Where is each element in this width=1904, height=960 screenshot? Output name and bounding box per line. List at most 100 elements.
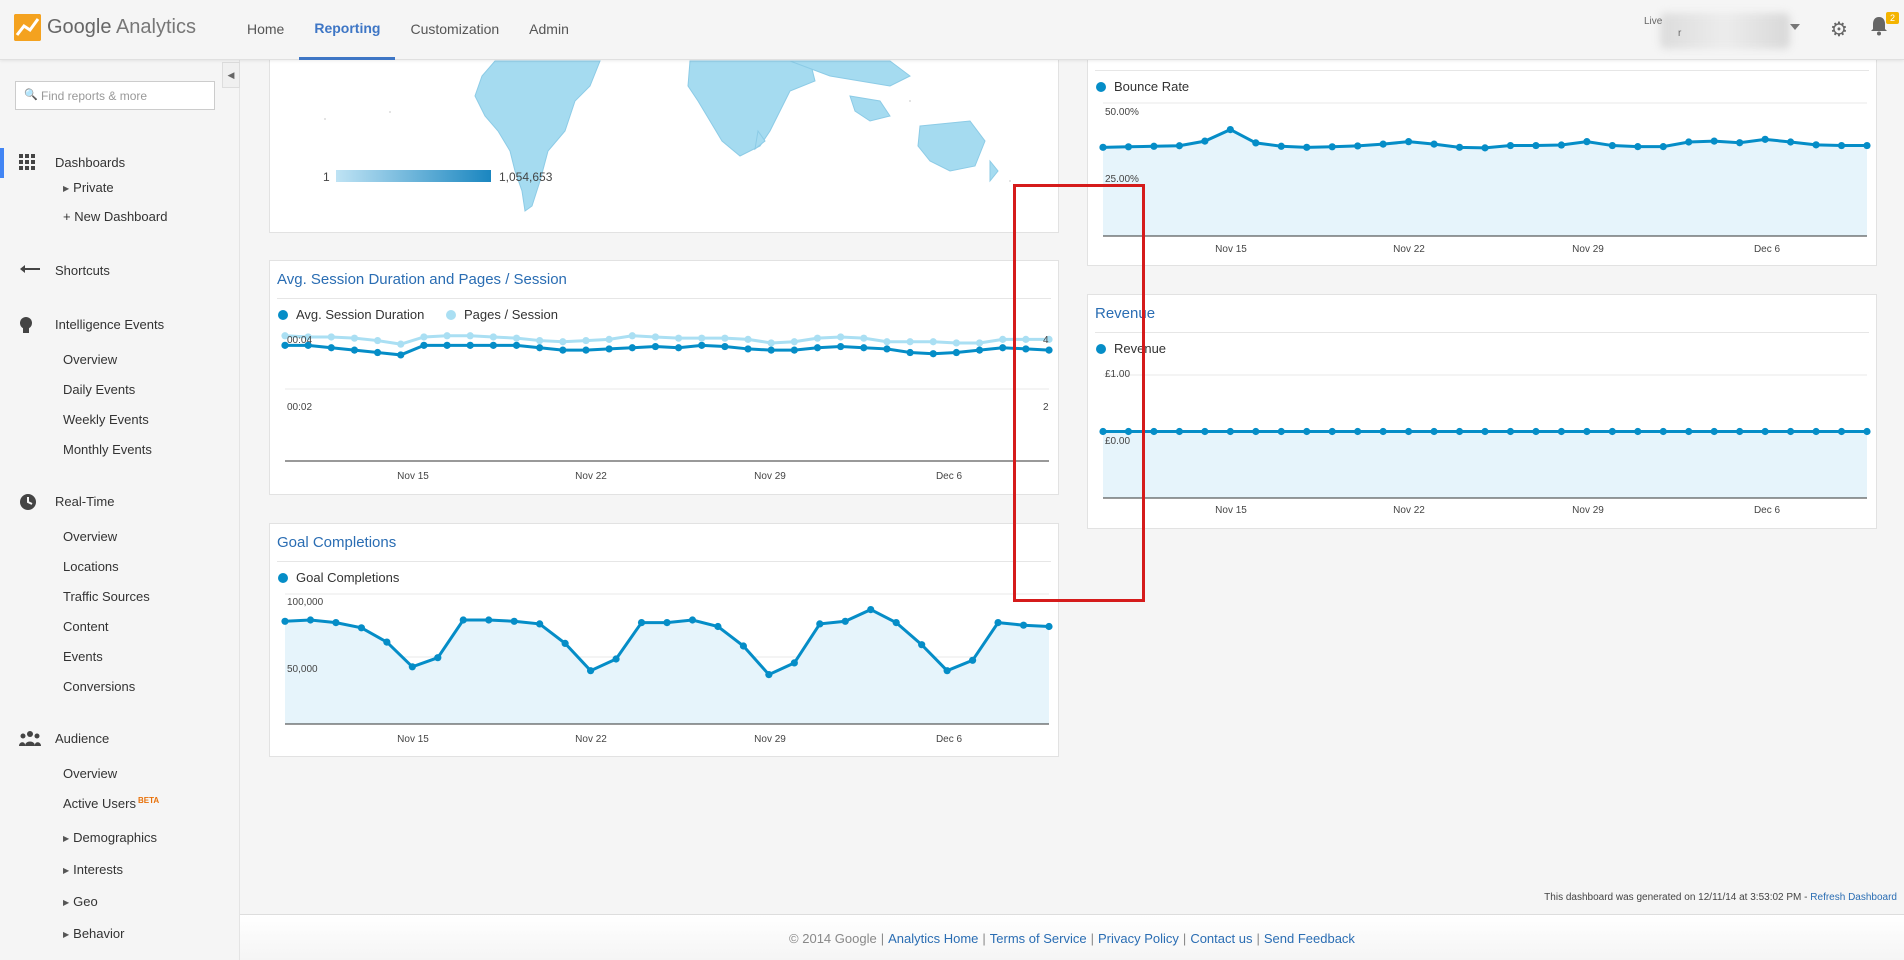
data-point [813, 334, 822, 342]
sidebar-item-audience[interactable]: Audience [0, 724, 240, 754]
sidebar-item-shortcuts[interactable]: Shortcuts [0, 256, 240, 286]
report-search-input[interactable]: 🔍 Find reports & more [15, 81, 215, 110]
data-point [744, 345, 752, 353]
triangle-right-icon: ▶ [63, 184, 70, 193]
session-chart[interactable] [281, 331, 1053, 462]
sidebar-item-behavior[interactable]: ▶ Behavior [63, 926, 125, 941]
sidebar-item-private[interactable]: ▶ Private [63, 180, 114, 195]
beta-badge: BETA [137, 796, 160, 805]
data-point [628, 344, 636, 352]
widget-title[interactable]: Goal Completions [277, 534, 397, 551]
nav-reporting[interactable]: Reporting [299, 0, 396, 60]
data-point [1736, 139, 1744, 147]
data-point [1812, 141, 1820, 149]
series-dot [1096, 343, 1106, 354]
data-point [605, 345, 613, 353]
highlight-box [1013, 184, 1145, 602]
search-icon: 🔍 [24, 89, 38, 101]
data-point [1710, 427, 1718, 436]
data-point [357, 624, 365, 632]
data-point [1736, 427, 1744, 436]
goal-chart[interactable] [281, 593, 1053, 725]
data-point [721, 342, 729, 351]
sidebar-item-rt-overview[interactable]: Overview [63, 529, 118, 544]
sidebar-item-daily-events[interactable]: Daily Events [63, 382, 136, 397]
data-point [559, 338, 567, 346]
sidebar-item-dashboards[interactable]: Dashboards [0, 148, 240, 178]
x-axis-label: Nov 15 [1215, 505, 1247, 516]
sidebar-item-rt-events[interactable]: Events [63, 649, 103, 664]
data-point [332, 619, 340, 627]
data-point [327, 344, 335, 352]
world-map[interactable] [270, 41, 1060, 234]
data-point [698, 341, 706, 349]
legend-item: Goal Completions [278, 570, 399, 585]
x-axis-label: Nov 29 [754, 471, 786, 482]
data-point [952, 348, 960, 357]
footer-link-terms[interactable]: Terms of Service [989, 931, 1087, 946]
sidebar-item-weekly-events[interactable]: Weekly Events [63, 412, 149, 427]
data-point [1685, 427, 1693, 436]
bounce-chart[interactable] [1099, 102, 1871, 237]
data-point [1022, 345, 1030, 353]
footer-link-feedback[interactable]: Send Feedback [1263, 931, 1355, 946]
triangle-right-icon: ▶ [63, 834, 70, 843]
data-point [767, 339, 775, 347]
data-point [1354, 427, 1362, 436]
sidebar-item-rt-traffic-sources[interactable]: Traffic Sources [63, 589, 150, 604]
nav-home[interactable]: Home [247, 21, 285, 37]
refresh-dashboard-link[interactable]: Refresh Dashboard [1810, 892, 1897, 903]
x-axis-label: Dec 6 [1753, 244, 1781, 255]
sidebar-item-aud-overview[interactable]: Overview [63, 766, 118, 781]
bell-icon[interactable] [1870, 16, 1888, 42]
data-point [350, 334, 359, 342]
data-point [1455, 427, 1464, 436]
series-dot [446, 309, 456, 320]
data-point [1455, 143, 1464, 151]
account-selector-blurred[interactable] [1660, 13, 1790, 49]
footer-link-contact[interactable]: Contact us [1190, 931, 1253, 946]
footer-link-privacy[interactable]: Privacy Policy [1098, 931, 1179, 946]
data-point [999, 344, 1007, 352]
sidebar-item-rt-conversions[interactable]: Conversions [63, 679, 136, 694]
widget-title[interactable]: Avg. Session Duration and Pages / Sessio… [277, 271, 567, 288]
area-fill [1103, 129, 1867, 236]
area-fill [285, 609, 1049, 724]
sidebar-item-real-time[interactable]: Real-Time [0, 487, 240, 517]
data-point [837, 342, 845, 351]
sidebar-item-label: Audience [55, 731, 110, 746]
footer-link-analytics-home[interactable]: Analytics Home [888, 931, 979, 946]
sidebar-item-demographics[interactable]: ▶ Demographics [63, 830, 157, 845]
nav-admin[interactable]: Admin [529, 21, 569, 37]
data-point [883, 338, 891, 346]
data-point [1303, 427, 1311, 436]
area-fill [1103, 431, 1867, 498]
gear-icon[interactable]: ⚙ [1830, 19, 1848, 41]
triangle-right-icon: ▶ [63, 930, 70, 939]
revenue-chart[interactable] [1099, 365, 1871, 499]
data-point [1659, 427, 1667, 436]
sidebar-item-active-users[interactable]: Active Users BETA [63, 796, 160, 811]
sidebar-item-rt-content[interactable]: Content [63, 619, 109, 634]
data-point [1045, 335, 1053, 343]
sidebar-item-new-dashboard[interactable]: + New Dashboard [63, 209, 168, 224]
widget-title[interactable]: Revenue [1095, 305, 1156, 322]
data-point [408, 663, 416, 671]
sidebar-item-intelligence-events[interactable]: Intelligence Events [0, 310, 240, 340]
sidebar-item-monthly-events[interactable]: Monthly Events [63, 442, 152, 457]
map-color-scale [336, 170, 491, 182]
sidebar-item-geo[interactable]: ▶ Geo [63, 894, 98, 909]
data-point [1252, 427, 1260, 436]
y-axis-label: 100,000 [287, 597, 324, 608]
data-point [929, 338, 937, 346]
data-point [466, 332, 474, 340]
data-point [536, 620, 544, 628]
sidebar-item-interests[interactable]: ▶ Interests [63, 862, 124, 877]
data-point [1175, 427, 1183, 436]
sidebar-item-ie-overview[interactable]: Overview [63, 352, 118, 367]
google-analytics-logo[interactable]: Google Analytics [14, 14, 196, 41]
nav-customization[interactable]: Customization [410, 21, 500, 37]
account-dropdown-icon[interactable] [1790, 24, 1800, 30]
collapse-sidebar-button[interactable]: ◀ [222, 62, 240, 88]
sidebar-item-rt-locations[interactable]: Locations [63, 559, 119, 574]
